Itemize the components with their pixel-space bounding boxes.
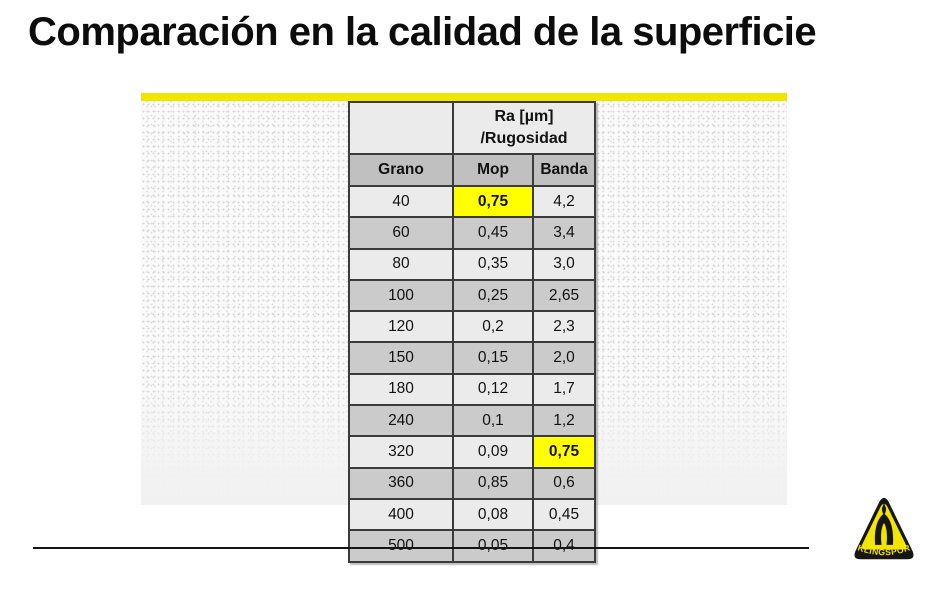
logo-brand-text: KLINGSPOR xyxy=(856,542,911,557)
cell-mop: 0,45 xyxy=(452,216,534,250)
table-body: 40 0,75 4,2 60 0,45 3,4 80 0,35 3,0 100 0,25 2,65 12… xyxy=(348,184,597,563)
empty-header-cell xyxy=(348,101,454,155)
ra-group-header: Ra [µm] /Rugosidad xyxy=(451,101,597,155)
cell-mop: 0,08 xyxy=(452,497,534,532)
cell-grano: 500 xyxy=(348,529,454,563)
table-row: 360 0,85 0,6 xyxy=(348,466,597,500)
cell-mop: 0,12 xyxy=(452,372,534,407)
table-row: 60 0,45 3,4 xyxy=(348,216,597,250)
cell-banda: 0,75 xyxy=(531,435,597,469)
cell-mop: 0,75 xyxy=(452,184,534,219)
table-row: 40 0,75 4,2 xyxy=(348,184,597,219)
cell-banda: 1,7 xyxy=(531,372,597,407)
logo-inner-triangle xyxy=(861,503,907,550)
table-row: 150 0,15 2,0 xyxy=(348,341,597,375)
roughness-table: Ra [µm] /Rugosidad Grano Mop Banda 40 0,7… xyxy=(348,101,597,563)
cell-mop: 0,15 xyxy=(452,341,534,375)
cell-mop: 0,2 xyxy=(452,310,534,344)
cell-banda: 3,0 xyxy=(531,247,597,281)
cell-banda: 4,2 xyxy=(531,184,597,219)
cell-banda: 2,0 xyxy=(531,341,597,375)
column-header-mop: Mop xyxy=(452,153,534,187)
table-row: 320 0,09 0,75 xyxy=(348,435,597,469)
cell-grano: 400 xyxy=(348,497,454,532)
cell-mop: 0,85 xyxy=(452,466,534,500)
table-row: 100 0,25 2,65 xyxy=(348,278,597,313)
ra-unit-label: Ra [µm] xyxy=(494,108,554,126)
cell-banda: 3,4 xyxy=(531,216,597,250)
column-header-row: Grano Mop Banda xyxy=(348,153,597,187)
cell-grano: 320 xyxy=(348,435,454,469)
group-header-row: Ra [µm] /Rugosidad xyxy=(348,101,597,155)
cell-banda: 2,65 xyxy=(531,278,597,313)
table-row: 400 0,08 0,45 xyxy=(348,497,597,532)
yellow-accent-bar xyxy=(141,93,787,101)
cell-grano: 40 xyxy=(348,184,454,219)
cell-grano: 60 xyxy=(348,216,454,250)
cell-mop: 0,35 xyxy=(452,247,534,281)
table-row: 180 0,12 1,7 xyxy=(348,372,597,407)
table-row: 240 0,1 1,2 xyxy=(348,404,597,438)
cell-banda: 0,4 xyxy=(531,529,597,563)
table-row: 80 0,35 3,0 xyxy=(348,247,597,281)
cell-banda: 1,2 xyxy=(531,404,597,438)
cell-mop: 0,05 xyxy=(452,529,534,563)
cell-grano: 80 xyxy=(348,247,454,281)
cell-grano: 100 xyxy=(348,278,454,313)
cell-banda: 0,6 xyxy=(531,466,597,500)
rugosidad-label: /Rugosidad xyxy=(480,130,568,147)
cell-mop: 0,09 xyxy=(452,435,534,469)
column-header-banda: Banda xyxy=(531,153,597,187)
divider-line xyxy=(33,547,809,549)
klingspor-logo: KLINGSPOR xyxy=(854,497,914,560)
cell-grano: 180 xyxy=(348,372,454,407)
cell-grano: 120 xyxy=(348,310,454,344)
table-row: 500 0,05 0,4 xyxy=(348,529,597,563)
column-header-grano: Grano xyxy=(348,153,454,187)
cell-mop: 0,25 xyxy=(452,278,534,313)
page-title: Comparación en la calidad de la superfic… xyxy=(28,10,817,54)
cell-banda: 0,45 xyxy=(531,497,597,532)
logo-wishbone-mark xyxy=(874,513,894,545)
cell-grano: 150 xyxy=(348,341,454,375)
cell-grano: 360 xyxy=(348,466,454,500)
cell-mop: 0,1 xyxy=(452,404,534,438)
table-row: 120 0,2 2,3 xyxy=(348,310,597,344)
cell-grano: 240 xyxy=(348,404,454,438)
cell-banda: 2,3 xyxy=(531,310,597,344)
